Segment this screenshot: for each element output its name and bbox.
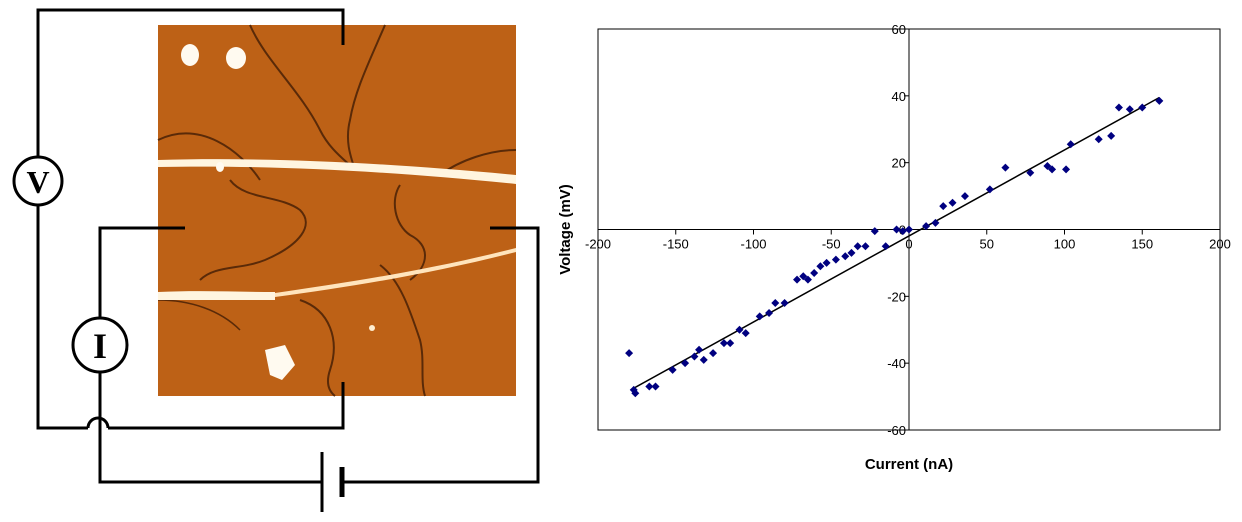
data-point xyxy=(1043,162,1052,171)
data-point xyxy=(1048,165,1057,174)
battery xyxy=(320,452,345,512)
data-point xyxy=(699,355,708,364)
data-point xyxy=(735,325,744,334)
y-tick-labels: -60-40-200204060 xyxy=(887,22,906,438)
linear-fit-line xyxy=(630,96,1160,391)
data-point xyxy=(690,352,699,361)
voltmeter-label: V xyxy=(26,164,49,200)
circuit-wires xyxy=(36,8,540,484)
data-point xyxy=(898,227,907,236)
data-point xyxy=(1125,105,1134,114)
x-axis-title: Current (nA) xyxy=(865,456,953,473)
y-axis-title: Voltage (mV) xyxy=(557,184,574,275)
voltmeter: V xyxy=(12,155,64,207)
data-point xyxy=(816,262,825,271)
x-tick-labels: -200 -150 -100 -50 0 50 100 150 200 xyxy=(585,237,1231,252)
data-point xyxy=(625,349,634,358)
data-point xyxy=(831,255,840,264)
data-point xyxy=(1107,131,1116,140)
data-point xyxy=(1094,135,1103,144)
data-point xyxy=(765,309,774,318)
x-tick-label: 50 xyxy=(980,237,994,252)
data-point xyxy=(922,222,931,231)
data-point xyxy=(629,385,638,394)
ammeter: I xyxy=(71,316,129,374)
x-tick-label: 150 xyxy=(1131,237,1153,252)
data-point xyxy=(741,329,750,338)
data-point xyxy=(755,312,764,321)
data-point xyxy=(631,389,640,398)
data-point xyxy=(1114,103,1123,112)
data-point xyxy=(847,248,856,257)
data-point xyxy=(1155,96,1164,105)
data-point xyxy=(645,382,654,391)
data-point xyxy=(985,185,994,194)
data-point xyxy=(668,365,677,374)
data-points xyxy=(625,96,1164,398)
x-tick-label: -150 xyxy=(663,237,689,252)
data-point xyxy=(681,359,690,368)
data-point xyxy=(651,382,660,391)
x-tick-label: 100 xyxy=(1054,237,1076,252)
y-tick-label: -40 xyxy=(887,356,906,371)
data-point xyxy=(948,198,957,207)
data-point xyxy=(939,202,948,211)
data-point xyxy=(810,268,819,277)
data-point xyxy=(771,299,780,308)
measurement-circuit: V I xyxy=(12,8,540,512)
data-point xyxy=(1138,103,1147,112)
y-tick-label: 60 xyxy=(892,22,906,37)
data-point xyxy=(726,339,735,348)
data-point xyxy=(841,252,850,261)
data-point xyxy=(719,339,728,348)
fit-line xyxy=(630,96,1160,391)
data-point xyxy=(892,225,901,234)
data-point xyxy=(709,349,718,358)
data-point xyxy=(822,258,831,267)
data-point xyxy=(881,242,890,251)
data-point xyxy=(799,272,808,281)
data-point xyxy=(1062,165,1071,174)
data-point xyxy=(905,225,913,234)
x-tick-label: 0 xyxy=(905,237,912,252)
x-tick-label: -50 xyxy=(822,237,841,252)
data-point xyxy=(853,242,862,251)
afm-nanowire-image xyxy=(157,24,517,397)
data-point xyxy=(780,299,789,308)
data-point xyxy=(1001,163,1010,172)
data-point xyxy=(1066,140,1075,149)
data-point xyxy=(803,275,812,284)
data-point xyxy=(960,192,969,201)
x-tick-label: -100 xyxy=(740,237,766,252)
data-point xyxy=(793,275,802,284)
data-point xyxy=(695,345,704,354)
data-point xyxy=(931,218,940,227)
data-point xyxy=(870,227,879,236)
data-point xyxy=(861,242,870,251)
y-tick-label: 20 xyxy=(892,156,906,171)
x-tick-label: -200 xyxy=(585,237,611,252)
ammeter-label: I xyxy=(93,326,107,366)
x-tick-label: 200 xyxy=(1209,237,1231,252)
data-point xyxy=(1026,168,1035,177)
y-tick-label: 40 xyxy=(892,89,906,104)
y-tick-label: -20 xyxy=(887,289,906,304)
y-tick-label: -60 xyxy=(887,423,906,438)
